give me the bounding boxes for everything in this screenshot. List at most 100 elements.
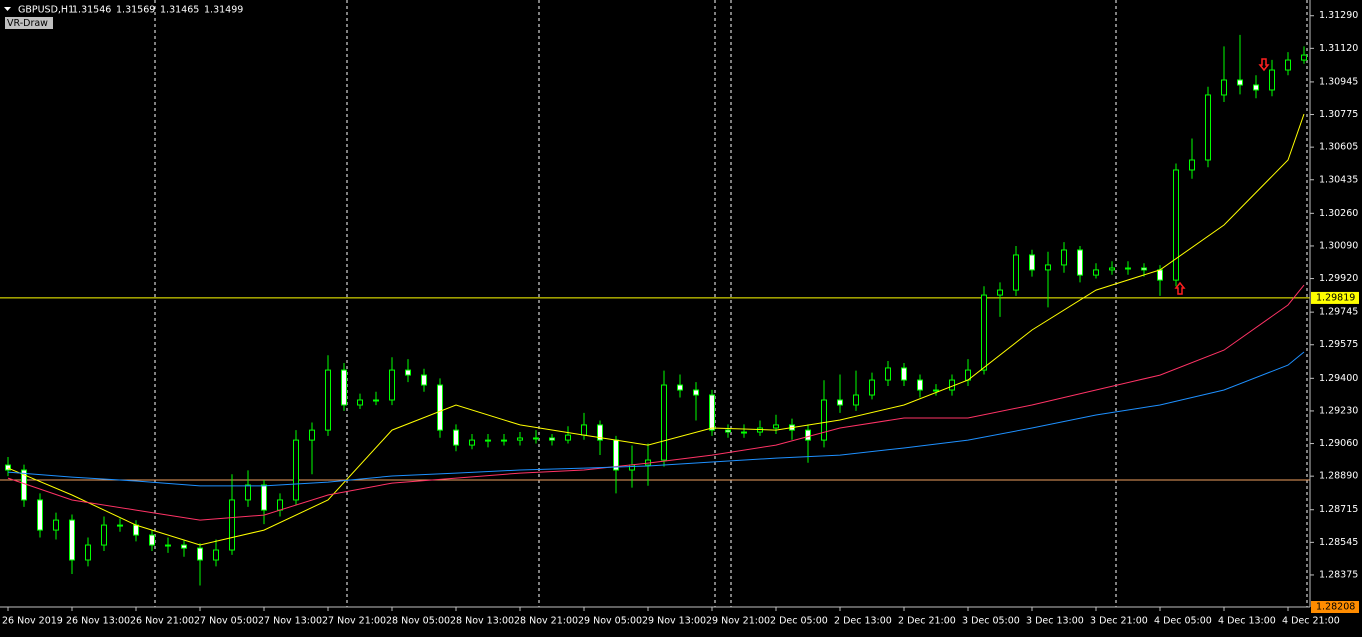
symbol-title: GBPUSD,H1 [18,5,74,16]
candle-body [1141,267,1147,271]
candle-body [389,369,395,401]
y-tick-label: 1.30945 [1319,76,1358,87]
x-tick-label: 3 Dec 21:00 [1090,616,1148,627]
candle-body [421,374,427,386]
quote-value: 1.31546 [72,5,111,16]
x-tick-label: 2 Dec 13:00 [834,616,892,627]
candle-body [309,429,315,441]
candle-body [1189,159,1195,171]
candle-body [613,439,619,471]
candle-body [981,294,987,371]
candle-body [1013,254,1019,291]
x-tick-label: 29 Nov 05:00 [578,616,642,627]
candle-body [565,434,571,441]
sell-arrow [1258,58,1270,72]
y-tick-label: 1.29920 [1319,273,1358,284]
candle-body [917,379,923,391]
candle-body [725,429,731,433]
x-tick-label: 28 Nov 13:00 [450,616,514,627]
candle-body [677,384,683,391]
candle-body [149,534,155,546]
candle-body [1109,267,1115,271]
candle-body [853,394,859,406]
moving-average [7,351,1305,487]
candle-body [629,464,635,471]
candle-body [405,369,411,376]
candle-body [1093,269,1099,276]
candle-body [117,524,123,527]
y-tick-label: 1.28890 [1319,471,1358,482]
candle-body [1045,264,1051,271]
candle-body [101,524,107,546]
candle-body [293,439,299,501]
candle-body [1253,84,1259,91]
candle-body [805,429,811,441]
y-tick-label: 1.29060 [1319,438,1358,449]
candle-body [165,544,171,547]
candle-body [533,437,539,440]
price-label: 1.29819 [1316,292,1355,303]
moving-average [7,284,1305,521]
x-tick-label: 27 Nov 05:00 [194,616,258,627]
x-tick-label: 27 Nov 21:00 [322,616,386,627]
candle-body [1125,267,1131,270]
x-tick-label: 28 Nov 05:00 [386,616,450,627]
indicator-label: VR-Draw [7,18,48,29]
price-label-box [1311,291,1359,304]
candle-body [181,544,187,549]
y-tick-label: 1.30775 [1319,109,1358,120]
candle-body [581,424,587,436]
candle-body [933,389,939,392]
moving-average [7,113,1305,546]
candle-body [741,431,747,434]
x-tick-label: 28 Nov 21:00 [514,616,578,627]
menu-triangle [4,7,11,11]
quote-value: 1.31499 [204,5,243,16]
candle-body [69,519,75,561]
y-tick-label: 1.30090 [1319,240,1358,251]
candle-body [437,384,443,431]
candle-body [485,439,491,442]
candle-body [549,437,555,441]
y-tick-label: 1.31120 [1319,43,1358,54]
candle-body [1173,169,1179,281]
candle-body [1237,79,1243,86]
candle-body [885,367,891,381]
x-tick-label: 29 Nov 13:00 [642,616,706,627]
y-tick-label: 1.29400 [1319,373,1358,384]
candle-body [453,429,459,446]
candle-body [1301,54,1307,61]
candle-body [277,499,283,511]
y-tick-label: 1.30605 [1319,142,1358,153]
x-tick-label: 26 Nov 21:00 [130,616,194,627]
price-label-box [1311,601,1359,613]
candle-body [773,424,779,429]
x-tick-label: 26 Nov 2019 [2,616,63,627]
candle-body [37,499,43,531]
candle-body [1205,94,1211,161]
x-tick-label: 4 Dec 21:00 [1282,616,1340,627]
candle-body [373,399,379,402]
candle-body [997,289,1003,296]
candle-body [1029,254,1035,271]
x-tick-label: 27 Nov 13:00 [258,616,322,627]
candle-body [53,519,59,531]
candle-body [709,394,715,431]
candle-body [597,424,603,441]
y-tick-label: 1.28715 [1319,504,1358,515]
candle-body [213,549,219,561]
x-tick-label: 4 Dec 13:00 [1218,616,1276,627]
candle-body [1061,249,1067,266]
candle-body [469,439,475,446]
period-separators [154,0,1308,607]
y-tick-label: 1.28375 [1319,569,1358,580]
buy-arrow [1174,281,1186,295]
candle-body [85,544,91,561]
y-tick-label: 1.31290 [1319,10,1358,21]
x-tick-label: 4 Dec 05:00 [1154,616,1212,627]
quote-value: 1.31569 [116,5,155,16]
candle-body [869,379,875,396]
candle-body [1269,69,1275,91]
